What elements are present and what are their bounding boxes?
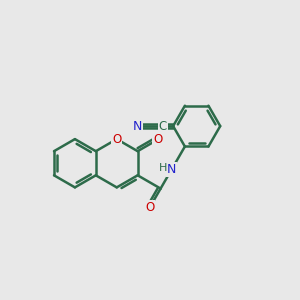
Text: C: C	[159, 120, 167, 133]
Text: O: O	[153, 133, 162, 146]
Text: O: O	[145, 201, 154, 214]
Text: N: N	[133, 120, 142, 133]
Text: O: O	[112, 133, 122, 146]
Text: H: H	[159, 163, 168, 173]
Text: N: N	[167, 163, 176, 176]
